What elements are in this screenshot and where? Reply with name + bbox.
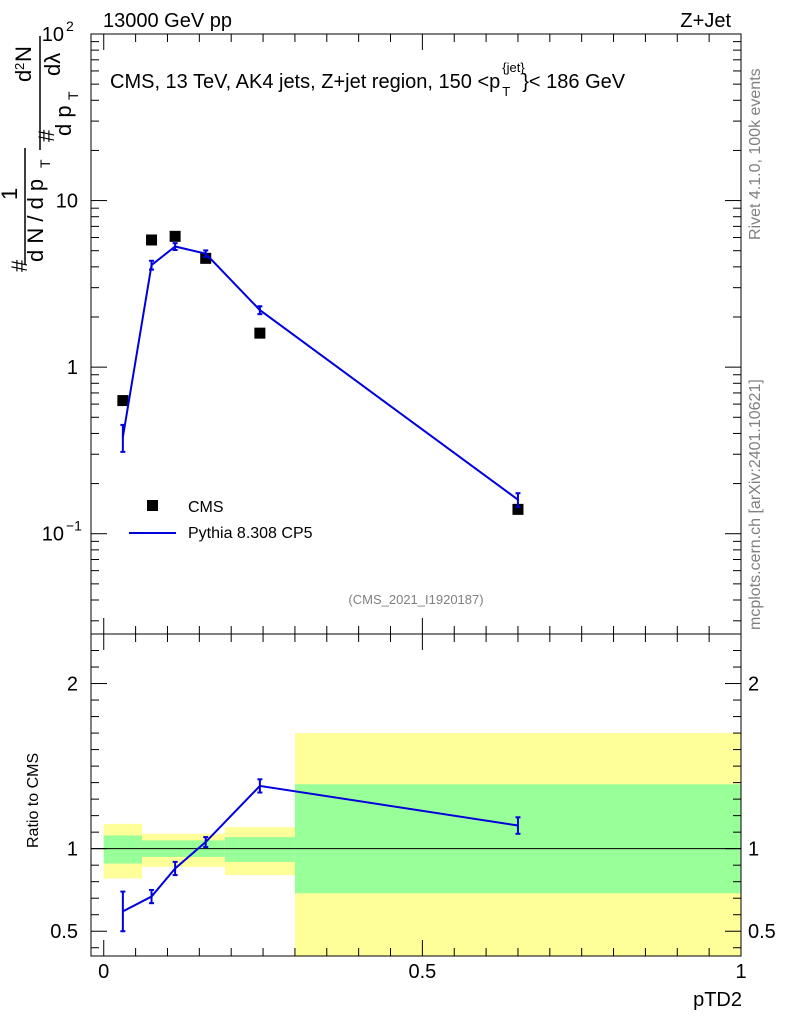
x-tick-label: 0.5 (408, 961, 436, 983)
ylabel-one: 1 (0, 188, 22, 200)
chart-title-end: }< 186 GeV (522, 71, 626, 93)
main-axes (90, 33, 742, 635)
ratio-y-tick-label: 1 (67, 839, 78, 861)
main-y-tick-label: 10 (56, 191, 78, 213)
ratio-series-line (122, 784, 519, 913)
process-label: Z+Jet (680, 10, 731, 32)
x-tick-label: 1 (735, 961, 746, 983)
mcplots-label: mcplots.cern.ch [arXiv:2401.10621] (747, 379, 764, 630)
ratio-ticks (91, 634, 742, 956)
ratio-y-tick-label-right: 2 (748, 674, 759, 696)
cms-data-point (200, 252, 212, 264)
cms-data-point (169, 230, 181, 242)
ratio-y-tick-label: 2 (67, 674, 78, 696)
chart-title: CMS, 13 TeV, AK4 jets, Z+jet region, 150… (110, 60, 626, 99)
cms-data-point (146, 234, 158, 246)
ylabel-d2n-d: d (11, 70, 36, 82)
ratio-frame (90, 633, 742, 957)
x-axis-label: pTD2 (693, 989, 742, 1011)
ylabel-d2n-sup: 2 (12, 63, 27, 70)
cms-data-point (254, 327, 266, 339)
energy-label: 13000 GeV pp (103, 10, 232, 32)
main-y-axis-label: # 1 d N / d p T # d 2 N d p T dλ (0, 36, 81, 272)
main-y-tick-label-exp: 2 (66, 18, 74, 34)
rivet-version-label: Rivet 4.1.0, 100k events (747, 68, 764, 240)
legend-label-pythia: Pythia 8.308 CP5 (188, 525, 313, 542)
ratio-y-tick-label-right: 0.5 (748, 921, 776, 943)
ratio-series (120, 778, 521, 933)
ylabel-dlambda: dλ (40, 53, 65, 76)
chart-title-sub: T (502, 84, 510, 99)
ratio-plot-panel: 0.5 0.51 12 20 0.5 1 Ratio to CMS pTD2 (25, 633, 776, 1011)
main-y-tick-label-exp: −1 (66, 518, 82, 534)
legend-marker-cms (147, 500, 158, 511)
ylabel-den-sub: T (37, 159, 53, 168)
main-y-tick-label: 10 (42, 524, 64, 546)
main-ticks (91, 33, 742, 634)
ratio-y-axis-label: Ratio to CMS (25, 753, 42, 848)
ylabel-den: d N / d p (23, 179, 48, 262)
ratio-y-tick-label: 0.5 (50, 921, 78, 943)
ratio-band-green (224, 837, 295, 862)
chart-title-text: CMS, 13 TeV, AK4 jets, Z+jet region, 150… (110, 71, 500, 93)
cms-data-point (512, 503, 524, 515)
main-y-tick-label: 10 (42, 24, 64, 46)
main-y-tick-label: 1 (67, 357, 78, 379)
ylabel-dp: d p (51, 105, 76, 136)
ylabel-d2n-n: N (11, 46, 36, 62)
ylabel-dp-sub: T (65, 91, 81, 100)
pythia-series-line (121, 245, 519, 501)
legend-label-cms: CMS (188, 499, 224, 516)
analysis-id-label: (CMS_2021_I1920187) (348, 592, 483, 607)
ratio-band-green (103, 835, 142, 864)
cms-data-point (117, 395, 129, 407)
ratio-y-tick-label-right: 1 (748, 839, 759, 861)
ratio-tick-labels: 0.5 0.51 12 20 0.5 1 (50, 674, 776, 983)
chart-title-sup: {jet} (502, 60, 525, 75)
main-series (117, 230, 524, 515)
main-frame (90, 33, 742, 635)
ratio-uncertainty-bands (103, 733, 741, 956)
legend: CMS Pythia 8.308 CP5 (129, 499, 313, 542)
x-tick-label: 0 (98, 961, 109, 983)
